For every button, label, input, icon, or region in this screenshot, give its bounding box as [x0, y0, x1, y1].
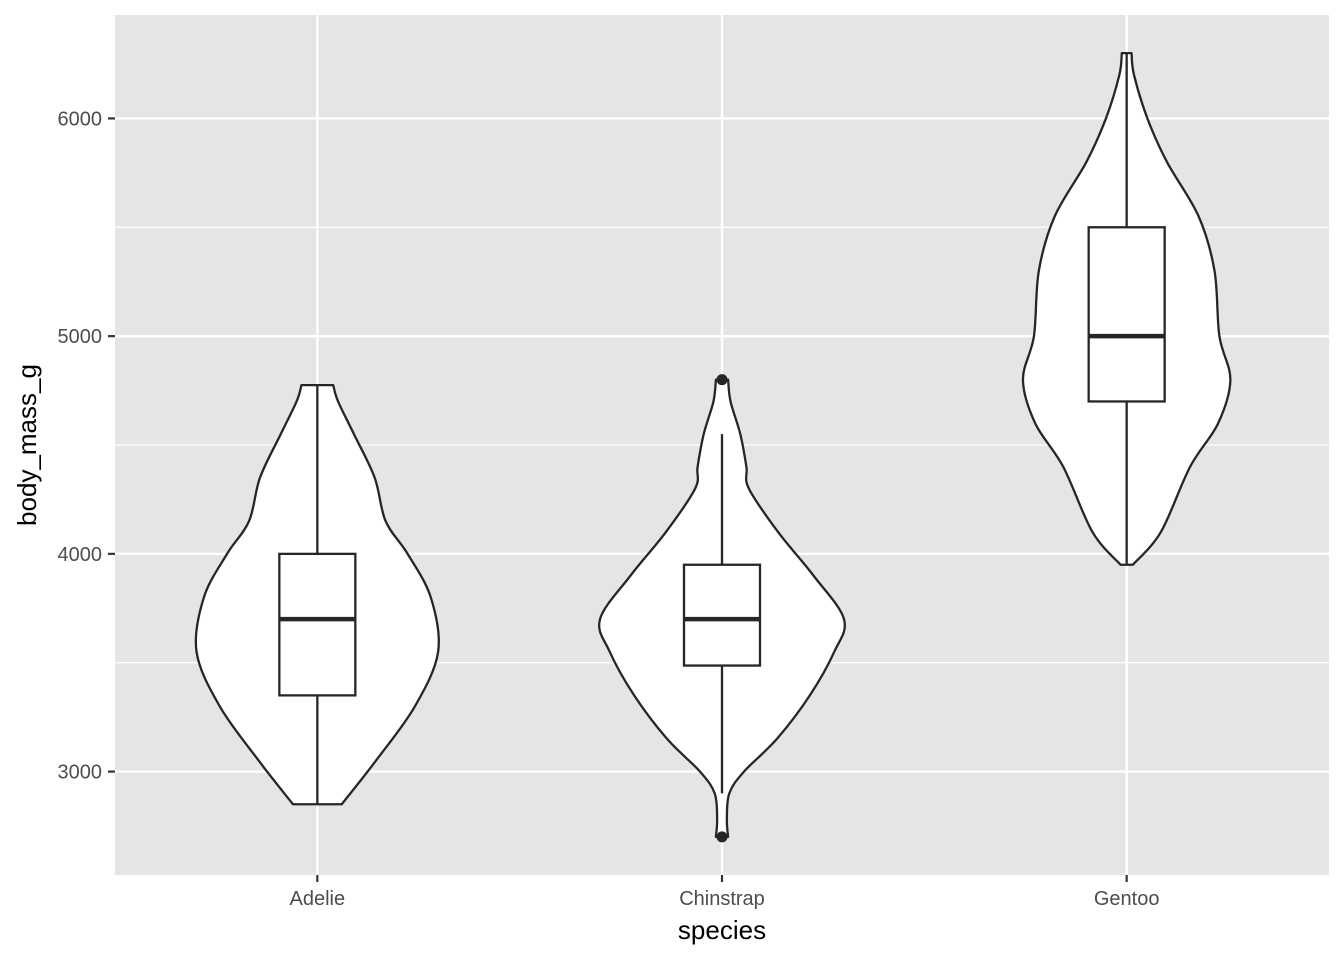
x-tick-label-adelie: Adelie	[290, 888, 346, 910]
boxplots	[278, 53, 1166, 843]
outlier-point-chinstrap-4800	[716, 374, 728, 386]
x-tick-label-gentoo: Gentoo	[1094, 888, 1160, 910]
box-gentoo	[1087, 226, 1166, 403]
axes: 3000 4000 5000 6000 Adelie Chinstrap Gentoo	[58, 108, 1160, 910]
y-tick-label-3000: 3000	[58, 762, 103, 784]
y-axis-title: body_mass_g	[12, 364, 42, 526]
y-tick-label-4000: 4000	[58, 544, 103, 566]
box-adelie	[278, 552, 357, 697]
outlier-point-chinstrap-2700	[716, 831, 728, 843]
y-tick-label-6000: 6000	[58, 108, 103, 130]
x-tick-label-chinstrap: Chinstrap	[679, 888, 765, 910]
x-axis-title: species	[678, 915, 766, 945]
box-chinstrap	[682, 563, 762, 667]
y-tick-label-5000: 5000	[58, 326, 103, 348]
